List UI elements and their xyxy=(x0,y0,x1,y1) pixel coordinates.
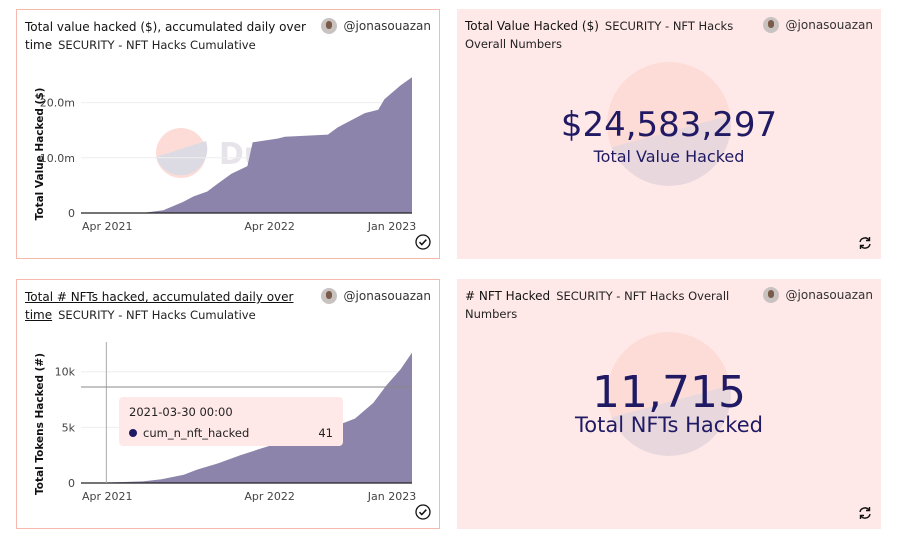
author[interactable]: @jonasouazan xyxy=(762,287,873,303)
counter-value: 11,715 xyxy=(592,367,746,418)
card-title[interactable]: Total # NFTs hacked, accumulated daily o… xyxy=(25,290,294,322)
area-series xyxy=(81,77,412,213)
y-tick-label: 10k xyxy=(55,366,76,379)
card-title[interactable]: Total Value Hacked ($) xyxy=(465,19,599,33)
tooltip-series: cum_n_nft_hacked xyxy=(143,426,250,440)
refresh-icon[interactable] xyxy=(857,235,873,251)
card-subtitle[interactable]: SECURITY - NFT Hacks Overall Numbers xyxy=(465,19,734,51)
x-tick-label: Apr 2022 xyxy=(244,490,295,503)
author-name: @jonasouazan xyxy=(785,18,873,32)
author-name: @jonasouazan xyxy=(343,19,431,33)
card-header: Total Value Hacked ($) SECURITY - NFT Hac… xyxy=(465,17,755,53)
tooltip-date: 2021-03-30 00:00 xyxy=(129,405,233,419)
card-subtitle[interactable]: SECURITY - NFT Hacks Overall Numbers xyxy=(465,289,730,321)
series-dot-icon xyxy=(129,429,137,437)
x-tick-label: Jan 2023 xyxy=(367,220,416,233)
x-tick-label: Jan 2023 xyxy=(367,490,416,503)
y-tick-label: 0 xyxy=(68,207,75,220)
y-tick-label: 20.0m xyxy=(40,97,75,110)
avatar xyxy=(320,288,337,304)
card-subtitle[interactable]: SECURITY - NFT Hacks Cumulative xyxy=(58,38,256,52)
counter-label: Total NFTs Hacked xyxy=(575,413,763,437)
author[interactable]: @jonasouazan xyxy=(320,18,431,34)
nfts-hacked-chart[interactable]: 0 5k 10k Apr 2021 Apr 2022 Jan 2023 Total Toke… xyxy=(17,280,441,530)
y-tick-label: 10.0m xyxy=(40,152,75,165)
refresh-icon[interactable] xyxy=(857,505,873,521)
value-hacked-chart-card: Total value hacked ($), accumulated dail… xyxy=(16,9,440,259)
y-axis-title: Total Value Hacked ($) xyxy=(34,88,46,221)
check-circle-icon xyxy=(415,234,431,250)
card-subtitle[interactable]: SECURITY - NFT Hacks Cumulative xyxy=(58,308,256,322)
x-tick-label: Apr 2022 xyxy=(244,220,295,233)
card-title[interactable]: Total value hacked ($), accumulated dail… xyxy=(25,20,306,52)
card-header: Total value hacked ($), accumulated dail… xyxy=(25,18,315,54)
counter-value: $24,583,297 xyxy=(560,105,778,145)
nfts-hacked-chart-card: Total # NFTs hacked, accumulated daily o… xyxy=(16,279,440,529)
card-header: Total # NFTs hacked, accumulated daily o… xyxy=(25,288,315,324)
card-header: # NFT Hacked SECURITY - NFT Hacks Overall… xyxy=(465,287,755,323)
avatar xyxy=(320,18,337,34)
author-name: @jonasouazan xyxy=(785,288,873,302)
x-tick-label: Apr 2021 xyxy=(82,490,133,503)
y-tick-label: 0 xyxy=(68,477,75,490)
tooltip-value: 41 xyxy=(318,426,333,440)
y-axis-title: Total Tokens Hacked (#) xyxy=(34,353,46,495)
area-series xyxy=(81,352,412,483)
dune-logo-watermark xyxy=(607,332,731,456)
chart-tooltip: 2021-03-30 00:00 cum_n_nft_hacked 41 xyxy=(119,397,343,446)
avatar xyxy=(762,287,779,303)
y-tick-label: 5k xyxy=(62,421,76,434)
author[interactable]: @jonasouazan xyxy=(762,17,873,33)
x-tick-label: Apr 2021 xyxy=(82,220,133,233)
author-name: @jonasouazan xyxy=(343,289,431,303)
check-circle-icon xyxy=(415,504,431,520)
dune-logo-watermark xyxy=(607,62,731,186)
nfts-hacked-counter-card: # NFT Hacked SECURITY - NFT Hacks Overall… xyxy=(457,279,881,529)
author[interactable]: @jonasouazan xyxy=(320,288,431,304)
total-value-counter-card: Total Value Hacked ($) SECURITY - NFT Hac… xyxy=(457,9,881,259)
counter-label: Total Value Hacked xyxy=(593,147,745,166)
avatar xyxy=(762,17,779,33)
card-title[interactable]: # NFT Hacked xyxy=(465,289,551,303)
